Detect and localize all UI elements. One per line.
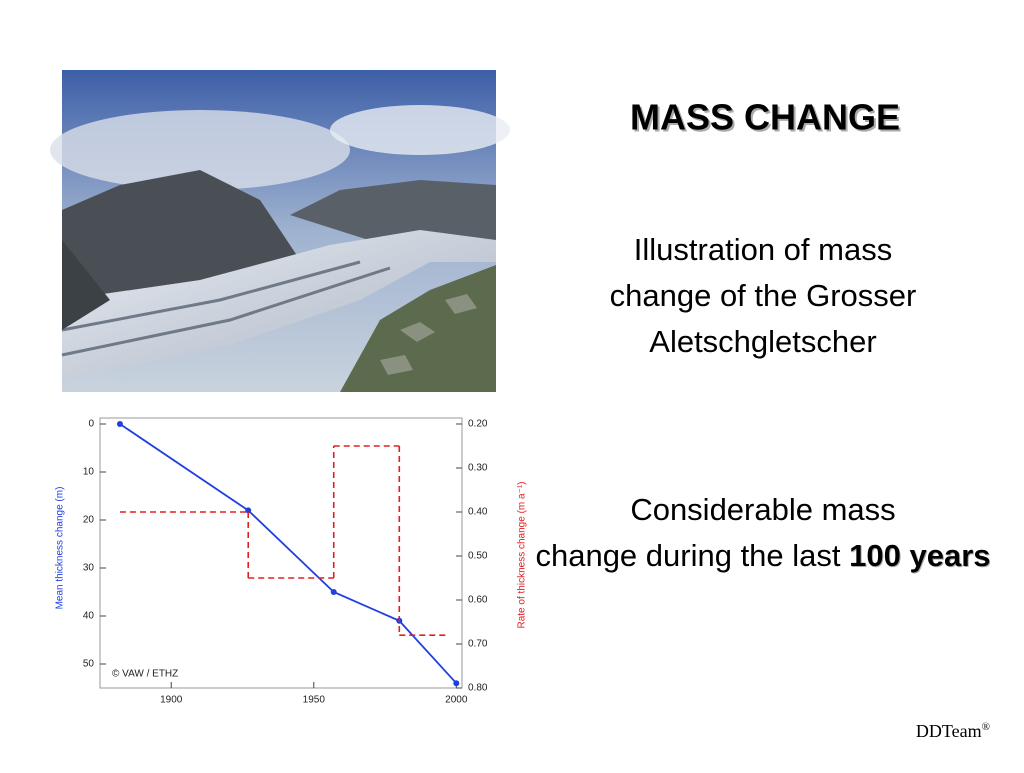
- x-tick-label: 1950: [303, 695, 326, 706]
- y-tick-label: 0: [88, 419, 94, 430]
- body-text: Illustration of mass change of the Grosse…: [535, 232, 990, 573]
- y2-tick-label: 0.40: [468, 507, 488, 518]
- thickness-point: [330, 589, 337, 595]
- x-tick-label: 1900: [160, 695, 183, 706]
- paragraph-line: Illustration of mass: [634, 232, 892, 267]
- paragraph-line: Considerable mass: [630, 492, 895, 527]
- emphasis: 100 years: [849, 538, 990, 573]
- chart: 0 10 20 30 40 50 0.20 0.30 0.40 0.50 0.60 0.70 0.80 1…: [55, 417, 528, 706]
- thickness-point: [116, 421, 123, 427]
- thickness-point: [245, 507, 252, 514]
- plot-frame: [99, 417, 463, 689]
- y-axis-label: Mean thickness change (m): [55, 487, 66, 610]
- footer-text: DDTeam: [916, 721, 982, 741]
- paragraph-line: change of the Grosser: [610, 278, 917, 313]
- y2-tick-label: 0.60: [468, 595, 488, 606]
- footer-mark: ®: [982, 721, 990, 733]
- thickness-point: [453, 680, 460, 687]
- y-tick-label: 30: [83, 563, 95, 574]
- y2-tick-label: 0.30: [468, 463, 488, 474]
- x-tick-label: 2000: [445, 695, 468, 706]
- paragraph-line: Aletschgletscher: [649, 324, 876, 359]
- y2-tick-label: 0.80: [468, 683, 488, 694]
- y2-tick-label: 0.20: [468, 419, 488, 430]
- y-tick-label: 50: [83, 659, 95, 670]
- y-tick-label: 10: [83, 467, 95, 478]
- slide-title: MASS CHANGE: [630, 97, 900, 138]
- y-tick-label: 20: [83, 515, 95, 526]
- paragraph-line: change during the last 100 years: [535, 538, 990, 573]
- y-tick-label: 40: [83, 611, 95, 622]
- glacier-photo: [50, 70, 510, 392]
- y2-tick-label: 0.70: [468, 639, 488, 650]
- y2-tick-label: 0.50: [468, 551, 488, 562]
- footer: DDTeam®: [916, 721, 990, 742]
- thickness-line: [119, 423, 457, 684]
- annotation: © VAW / ETHZ: [112, 669, 178, 680]
- y2-axis-label: Rate of thickness change (m a⁻¹): [517, 481, 528, 628]
